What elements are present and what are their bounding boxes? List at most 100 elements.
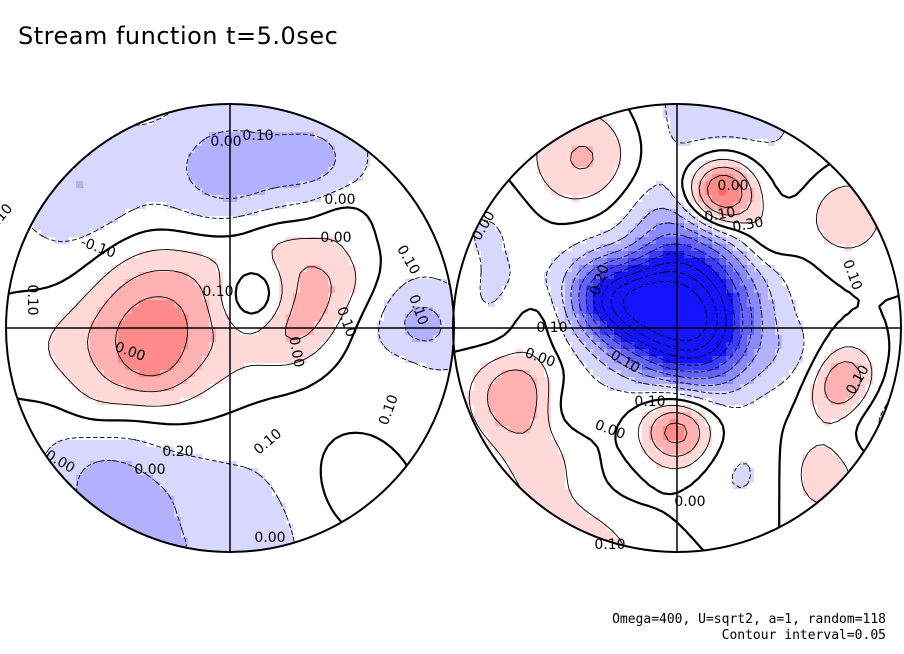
field-cell	[558, 258, 566, 266]
field-cell	[202, 160, 210, 168]
field-cell	[796, 300, 804, 308]
field-cell	[62, 286, 70, 294]
field-cell	[391, 328, 399, 336]
field-cell	[139, 300, 147, 308]
field-cell	[216, 503, 224, 511]
field-cell	[768, 258, 776, 266]
field-cell	[509, 307, 517, 315]
field-cell	[523, 195, 531, 203]
field-cell	[544, 209, 552, 217]
field-cell	[370, 419, 378, 427]
field-cell	[97, 286, 105, 294]
field-cell	[251, 125, 259, 133]
field-cell	[677, 300, 685, 308]
field-cell	[796, 209, 804, 217]
field-cell	[405, 426, 413, 434]
field-cell	[433, 223, 441, 231]
field-cell	[188, 503, 196, 511]
field-cell	[544, 160, 552, 168]
field-cell	[195, 405, 203, 413]
field-cell	[349, 195, 357, 203]
field-cell	[607, 258, 615, 266]
field-cell	[83, 475, 91, 483]
field-cell	[167, 531, 175, 539]
field-cell	[852, 216, 860, 224]
field-cell	[160, 307, 168, 315]
field-cell	[377, 468, 385, 476]
field-cell	[34, 258, 42, 266]
field-cell	[775, 265, 783, 273]
field-cell	[216, 321, 224, 329]
field-cell	[810, 153, 818, 161]
field-cell	[265, 230, 273, 238]
field-cell	[48, 286, 56, 294]
field-cell	[300, 461, 308, 469]
field-cell	[356, 363, 364, 371]
field-cell	[544, 132, 552, 140]
field-cell	[174, 440, 182, 448]
field-cell	[286, 300, 294, 308]
field-cell	[670, 237, 678, 245]
field-cell	[391, 307, 399, 315]
field-cell	[593, 279, 601, 287]
field-cell	[279, 125, 287, 133]
field-cell	[223, 188, 231, 196]
field-cell	[328, 328, 336, 336]
field-cell	[300, 174, 308, 182]
field-cell	[244, 538, 252, 546]
field-cell	[335, 510, 343, 518]
field-cell	[663, 125, 671, 133]
field-cell	[419, 377, 427, 385]
field-cell	[579, 181, 587, 189]
field-cell	[391, 433, 399, 441]
field-cell	[328, 300, 336, 308]
field-cell	[300, 181, 308, 189]
field-cell	[495, 230, 503, 238]
field-cell	[97, 265, 105, 273]
field-cell	[83, 370, 91, 378]
field-cell	[272, 209, 280, 217]
field-cell	[195, 216, 203, 224]
field-cell	[90, 496, 98, 504]
field-cell	[691, 146, 699, 154]
field-cell	[607, 223, 615, 231]
field-cell	[237, 104, 245, 112]
field-cell	[677, 153, 685, 161]
field-cell	[356, 356, 364, 364]
field-cell	[698, 167, 706, 175]
field-cell	[887, 279, 895, 287]
field-cell	[761, 209, 769, 217]
field-cell	[586, 139, 594, 147]
field-cell	[139, 384, 147, 392]
field-cell	[181, 216, 189, 224]
field-cell	[558, 265, 566, 273]
field-cell	[328, 433, 336, 441]
field-cell	[188, 517, 196, 525]
field-cell	[209, 265, 217, 273]
field-cell	[307, 300, 315, 308]
field-cell	[300, 377, 308, 385]
field-cell	[663, 265, 671, 273]
field-cell	[90, 510, 98, 518]
field-cell	[335, 384, 343, 392]
field-cell	[307, 384, 315, 392]
field-cell	[572, 300, 580, 308]
field-cell	[698, 223, 706, 231]
field-cell	[719, 139, 727, 147]
field-cell	[705, 265, 713, 273]
field-cell	[293, 384, 301, 392]
field-cell	[782, 272, 790, 280]
field-cell	[13, 237, 21, 245]
field-cell	[132, 384, 140, 392]
field-cell	[258, 356, 266, 364]
field-cell	[181, 349, 189, 357]
field-cell	[481, 286, 489, 294]
field-cell	[579, 223, 587, 231]
field-cell	[377, 230, 385, 238]
field-cell	[377, 237, 385, 245]
field-cell	[405, 314, 413, 322]
field-cell	[530, 160, 538, 168]
field-cell	[167, 321, 175, 329]
field-cell	[782, 153, 790, 161]
field-cell	[391, 279, 399, 287]
